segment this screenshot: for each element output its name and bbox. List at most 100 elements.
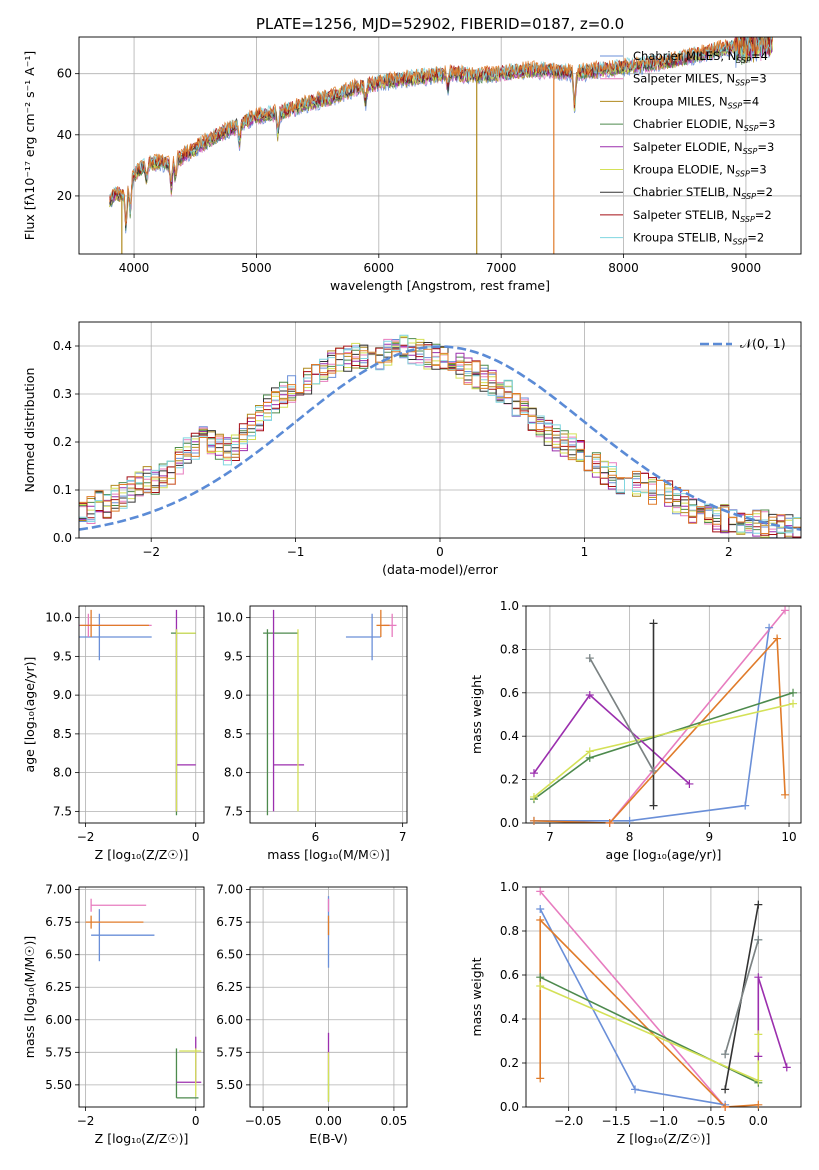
weight-marker: [754, 1076, 763, 1085]
y-tick-label: 6.00: [216, 1013, 243, 1027]
weight-line: [534, 627, 770, 822]
legend-label: Chabrier STELIB, NSSP=2: [633, 185, 773, 201]
weight-marker: [721, 1085, 730, 1094]
y-tick-label: 9.0: [224, 688, 243, 702]
panel-mass_vs_ebv: −0.05 0.00 0.05 5.50 5.75 6.00 6.25 6.50 6.75 7.0…: [216, 883, 408, 1146]
x-axis-label: E(B-V): [309, 1131, 348, 1146]
x-tick-label: 7: [546, 830, 554, 844]
x-axis-label: Z [log₁₀(Z/Z☉)]: [95, 1131, 189, 1146]
y-axis-label: age [log₁₀(age/yr)]: [22, 657, 37, 773]
weight-line: [533, 693, 690, 785]
panel-age_vs_mass: 6 7 7.5 8.0 8.5 9.0 9.5 10.0 mass [log₁₀(M/M☉)]: [216, 605, 408, 862]
y-axis-label: mass [log₁₀(M/M☉)]: [22, 936, 37, 1058]
weight-marker: [789, 699, 798, 708]
y-tick-label: 6.75: [45, 915, 72, 929]
x-tick-label: −0.05: [245, 1114, 282, 1128]
y-tick-label: 8.5: [53, 727, 72, 741]
x-tick-label: 7000: [486, 261, 517, 275]
x-tick-label: −2: [77, 1114, 95, 1128]
x-tick-label: −0.5: [696, 1114, 725, 1128]
weight-marker: [765, 623, 774, 632]
weight-line: [539, 985, 760, 1082]
weight-marker: [585, 747, 594, 756]
x-tick-label: 2: [725, 545, 733, 559]
weight-marker: [754, 973, 763, 982]
x-tick-label: 0: [192, 830, 200, 844]
plot-area: [263, 609, 397, 816]
x-tick-label: −1.0: [649, 1114, 678, 1128]
x-tick-label: 8: [626, 830, 634, 844]
y-tick-label: 1.0: [500, 599, 519, 613]
grid: [79, 887, 204, 1107]
weight-marker: [649, 801, 658, 810]
legend-label: Chabrier ELODIE, NSSP=3: [633, 117, 775, 133]
x-tick-label: 9: [706, 830, 714, 844]
weight-marker: [781, 606, 790, 615]
weight-marker: [536, 1074, 545, 1083]
legend-label: Kroupa ELODIE, NSSP=3: [633, 163, 767, 179]
x-tick-label: −1.5: [602, 1114, 631, 1128]
axes-frame: [78, 36, 802, 255]
weight-marker: [536, 916, 545, 924]
y-tick-label: 40: [57, 128, 72, 142]
weight-marker: [536, 887, 545, 896]
axes-frame: [78, 605, 205, 824]
grid: [79, 606, 204, 823]
x-tick-label: −2: [77, 830, 95, 844]
x-axis-label: Z [log₁₀(Z/Z☉)]: [95, 847, 189, 862]
y-tick-label: 8.5: [224, 727, 243, 741]
y-tick-label: 6.00: [45, 1013, 72, 1027]
x-tick-label: 7: [399, 830, 407, 844]
panel-weight_vs_Z: −2.0 −1.5 −1.0 −0.5 0.0 0.0 0.2 0.4 0.6 0.8 1.0 Z […: [469, 880, 802, 1146]
weight-marker: [721, 1103, 730, 1111]
weight-marker: [754, 1052, 763, 1061]
x-axis-label: Z [log₁₀(Z/Z☉)]: [617, 1131, 711, 1146]
weight-line: [589, 657, 655, 772]
y-tick-label: 6.25: [216, 980, 243, 994]
plot-area: [79, 334, 801, 538]
weight-marker: [536, 982, 545, 990]
weight-marker: [585, 654, 594, 663]
x-tick-label: 0: [436, 545, 444, 559]
y-tick-label: 0.8: [500, 924, 519, 938]
y-axis-label: Normed distribution: [22, 368, 37, 493]
y-tick-label: 0.8: [500, 642, 519, 656]
x-tick-label: 5000: [241, 261, 272, 275]
y-tick-label: 7.00: [216, 883, 243, 897]
legend-label: 𝒩(0, 1): [740, 336, 786, 351]
legend-label: Chabrier MILES, NSSP=4: [633, 49, 768, 65]
weight-marker: [781, 790, 790, 799]
x-tick-label: 6: [312, 830, 320, 844]
y-tick-label: 0.4: [500, 1012, 519, 1026]
y-tick-label: 7.00: [45, 883, 72, 897]
y-tick-label: 0.0: [500, 1100, 519, 1114]
y-tick-label: 5.50: [216, 1078, 243, 1092]
weight-marker: [754, 1100, 763, 1109]
panel-mass_vs_Z: −2 0 5.50 5.75 6.00 6.25 6.50 6.75 7.00 Z [log₁₀(…: [22, 883, 205, 1146]
legend-label: Salpeter MILES, NSSP=3: [633, 72, 767, 88]
x-axis-label: mass [log₁₀(M/M☉)]: [267, 847, 389, 862]
y-axis-label: mass weight: [469, 957, 484, 1036]
weight-marker: [605, 819, 614, 827]
x-axis-label: (data-model)/error: [382, 562, 499, 577]
legend: Chabrier MILES, NSSP=4 Salpeter MILES, NS…: [600, 49, 775, 247]
grid: [250, 606, 407, 823]
weight-marker: [649, 619, 658, 628]
x-tick-label: 8000: [608, 261, 639, 275]
y-tick-label: 7.5: [53, 804, 72, 818]
weight-line: [533, 636, 786, 823]
weight-line: [724, 939, 760, 1055]
weight-marker: [536, 905, 545, 913]
figure-title: PLATE=1256, MJD=52902, FIBERID=0187, z=0…: [256, 15, 624, 33]
weight-marker: [773, 634, 782, 643]
x-tick-label: −1: [287, 545, 305, 559]
y-tick-label: 20: [57, 189, 72, 203]
x-tick-label: −2: [142, 545, 160, 559]
weight-marker: [721, 1050, 730, 1059]
weight-marker: [529, 816, 538, 825]
panel-weight_vs_age: 7 8 9 10 0.0 0.2 0.4 0.6 0.8 1.0 age [log₁₀(age/yr…: [469, 599, 802, 862]
weight-line: [539, 918, 759, 1107]
weight-marker: [782, 1063, 791, 1072]
weight-marker: [754, 935, 763, 944]
